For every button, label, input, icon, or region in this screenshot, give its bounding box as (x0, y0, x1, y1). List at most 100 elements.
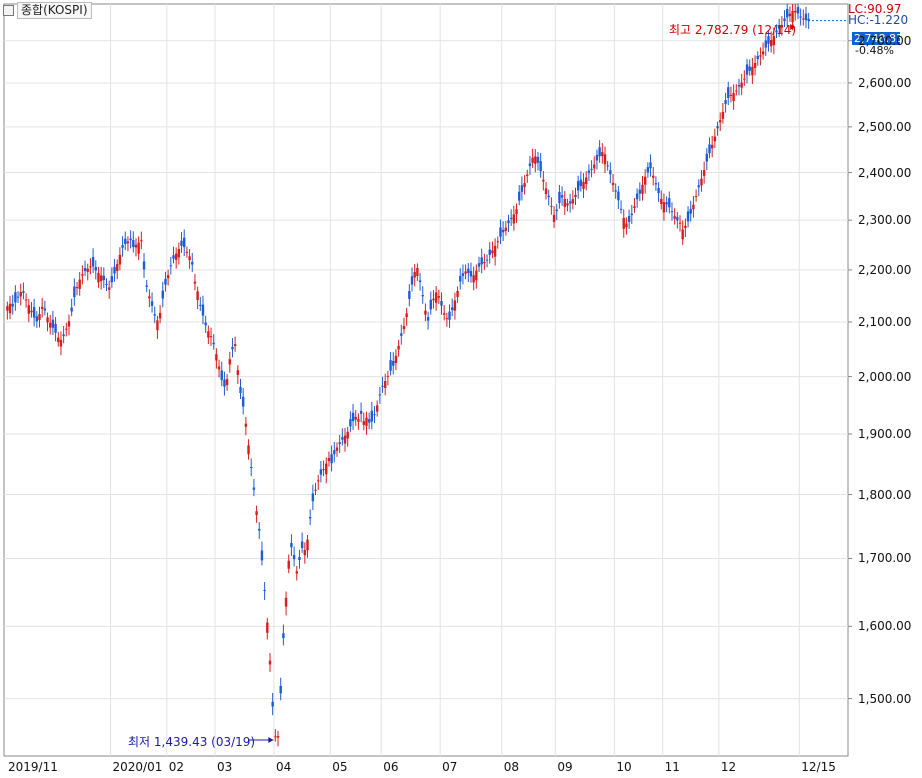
candle-body (354, 416, 357, 420)
candle-body (73, 286, 76, 298)
candle-body (223, 379, 226, 387)
candle-body (684, 225, 687, 229)
y-tick-label: 2,400.00 (858, 165, 912, 180)
candle-body (670, 211, 674, 213)
candle-body (394, 355, 398, 364)
candle-body (660, 198, 663, 204)
candle-body (657, 187, 660, 194)
candle-body (287, 560, 290, 569)
candle-body (764, 40, 767, 48)
candle-body (802, 18, 805, 20)
candle-body (761, 51, 765, 55)
candle-body (91, 257, 95, 267)
candle-body (576, 181, 580, 191)
candle-body (638, 189, 642, 194)
candle-body (107, 287, 111, 290)
candle-body (727, 87, 730, 99)
candle-body (220, 370, 223, 381)
candle-body (697, 185, 700, 188)
y-tick-label: 2,100.00 (858, 314, 912, 329)
candle-body (381, 385, 384, 387)
candle-body (70, 307, 73, 312)
x-tick-label: 12 (720, 760, 737, 774)
candle-body (735, 90, 738, 92)
candle-body (158, 312, 162, 319)
candle-body (196, 291, 199, 301)
candle-body (609, 170, 612, 175)
candle-body (568, 201, 572, 204)
candle-body (488, 249, 491, 256)
candle-body (558, 191, 561, 204)
candle-body (724, 99, 727, 104)
candle-body (201, 304, 205, 316)
candle-body (62, 334, 65, 337)
candle-body (59, 339, 63, 347)
candle-body (416, 267, 419, 276)
candle-body (705, 153, 709, 162)
candle-body (46, 317, 49, 323)
candle-body (737, 84, 741, 87)
candle-body (38, 314, 41, 320)
candle-body (370, 410, 374, 422)
candle-body (161, 290, 164, 299)
low-arrow-head (268, 737, 274, 743)
y-tick-label: 2,000.00 (858, 369, 912, 384)
candle-body (512, 214, 516, 224)
candle-body (499, 227, 502, 237)
x-tick-label: 02 (168, 760, 185, 774)
y-tick-label: 1,600.00 (858, 619, 912, 634)
candle-body (384, 381, 387, 388)
candle-body (518, 191, 521, 201)
lc-readout: LC:90.97 (848, 2, 902, 16)
candle-body (83, 268, 87, 272)
candle-body (102, 275, 106, 281)
candle-body (78, 279, 81, 289)
candle-body (116, 264, 119, 271)
candle-body (475, 270, 478, 281)
x-tick-label: 05 (332, 760, 348, 774)
candle-body (721, 111, 725, 119)
candle-body (145, 285, 148, 287)
candle-body (156, 320, 159, 331)
candle-body (480, 257, 483, 265)
candle-body (30, 310, 33, 313)
candle-body (241, 396, 245, 407)
collapse-icon[interactable] (3, 5, 14, 16)
candle-body (643, 176, 647, 185)
candle-body (338, 442, 341, 444)
candle-body (346, 431, 349, 439)
candle-body (713, 136, 717, 142)
candle-body (209, 336, 213, 338)
candle-body (662, 202, 666, 213)
candle-body (635, 193, 639, 200)
x-tick-label: 09 (557, 760, 573, 774)
candle-body (367, 419, 371, 423)
candle-body (472, 275, 475, 283)
candle-body (676, 216, 679, 221)
candle-body (327, 458, 331, 462)
candle-body (231, 346, 234, 350)
candle-body (244, 423, 248, 427)
candle-body (531, 157, 534, 163)
candle-body (719, 120, 722, 123)
candle-body (19, 292, 22, 297)
candle-body (756, 55, 759, 60)
candle-body (708, 144, 711, 154)
candle-body (606, 165, 609, 167)
candle-body (99, 275, 103, 282)
candle-body (397, 345, 400, 350)
change-percent: -0.48% (855, 44, 894, 57)
candle-body (702, 170, 706, 176)
candle-body (284, 597, 288, 607)
candle-body (378, 394, 382, 396)
candle-body (630, 213, 633, 216)
candle-body (619, 208, 623, 210)
x-tick-label: 06 (383, 760, 399, 774)
candle-body (445, 318, 449, 320)
candle-body (67, 321, 71, 327)
candle-body (654, 183, 658, 185)
candle-body (375, 405, 379, 412)
candle-body (767, 36, 770, 44)
